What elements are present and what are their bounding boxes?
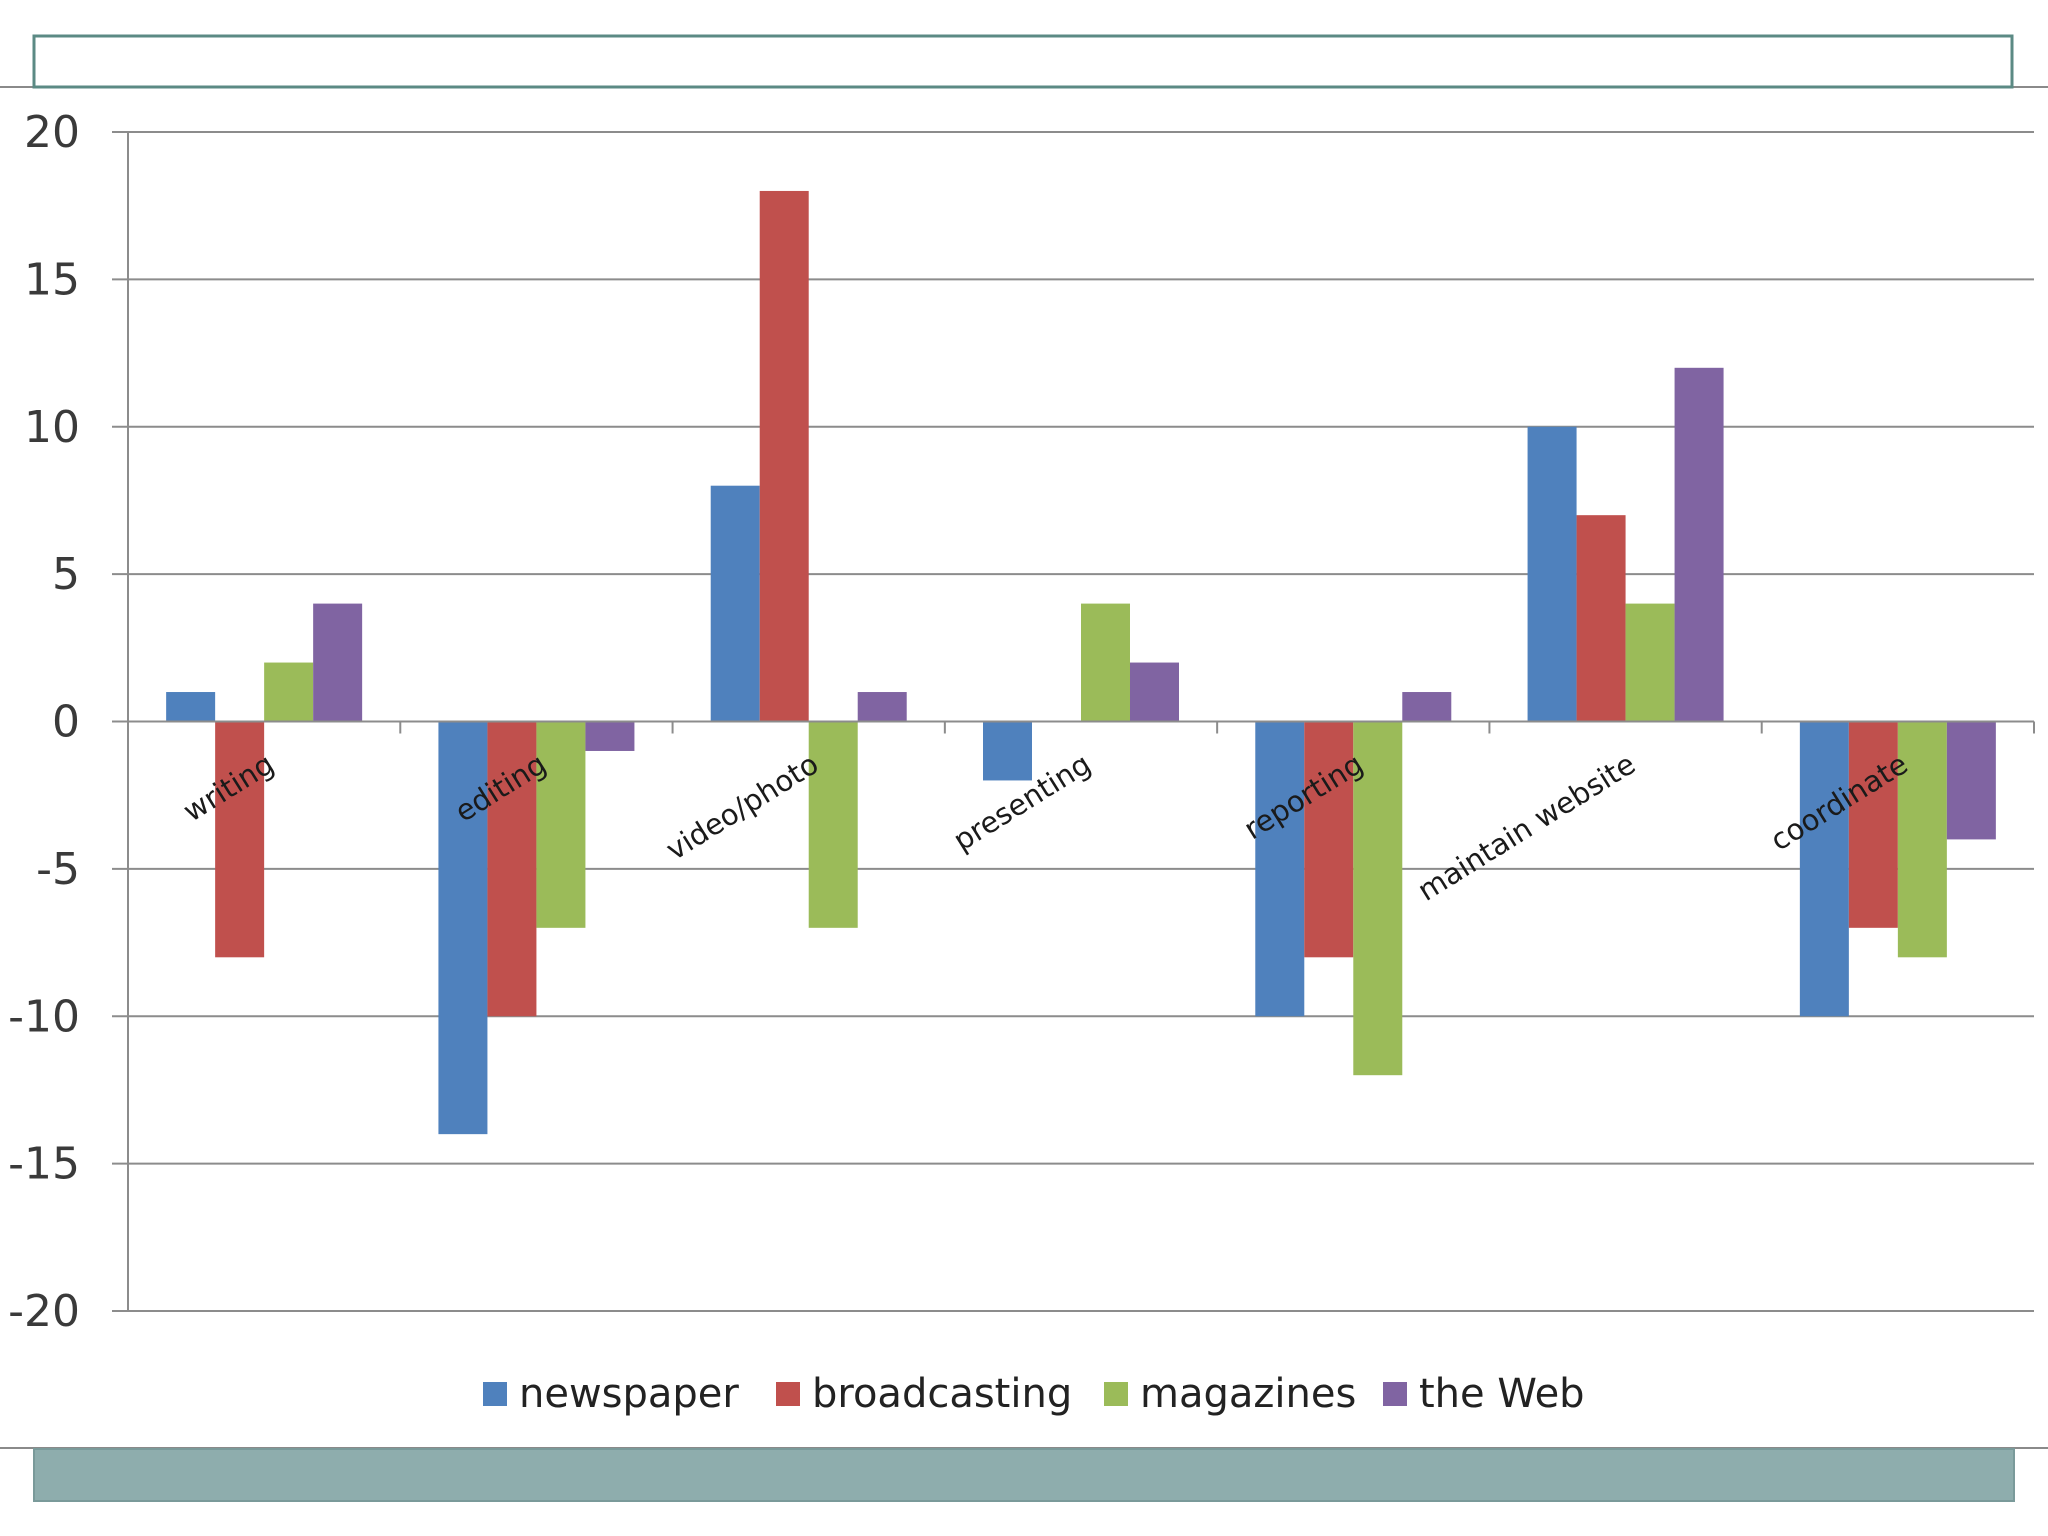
bar-broadcasting bbox=[1848, 721, 1898, 928]
bar-the-web bbox=[1946, 721, 1996, 840]
y-tick-label: -20 bbox=[8, 1286, 80, 1337]
bar-magazines bbox=[1081, 603, 1130, 722]
bar-newspaper bbox=[1255, 721, 1305, 1017]
category-label: video/photo bbox=[660, 747, 824, 867]
legend-swatch bbox=[1383, 1382, 1407, 1406]
bar-magazines bbox=[1353, 721, 1403, 1076]
category-label: maintain website bbox=[1412, 747, 1642, 908]
bar-magazines bbox=[1897, 721, 1947, 958]
y-tick-label: 10 bbox=[24, 402, 80, 453]
bar-newspaper bbox=[166, 692, 216, 722]
bar-magazines bbox=[808, 721, 858, 928]
legend-item: newspaper bbox=[483, 1371, 739, 1417]
bar-magazines bbox=[1625, 603, 1675, 722]
legend-swatch bbox=[1104, 1382, 1128, 1406]
y-tick-label: 15 bbox=[24, 254, 80, 305]
legend-item: magazines bbox=[1104, 1371, 1356, 1417]
bar-chart: 20 15 10 5 0 -5 -10 -15 -20 writing editing video/… bbox=[8, 107, 2035, 1417]
legend-label: the Web bbox=[1419, 1371, 1585, 1417]
bar-the-web bbox=[1130, 662, 1179, 722]
title-box bbox=[32, 34, 2014, 89]
y-tick-label: 0 bbox=[52, 697, 80, 748]
y-tick-label: -15 bbox=[8, 1139, 80, 1190]
bar-magazines bbox=[536, 721, 586, 928]
bars bbox=[166, 190, 1996, 1135]
legend-item: broadcasting bbox=[776, 1371, 1072, 1417]
axes bbox=[127, 132, 2035, 1311]
bar-newspaper bbox=[1799, 721, 1849, 1017]
bar-the-web bbox=[1402, 692, 1452, 722]
legend-label: newspaper bbox=[519, 1371, 739, 1417]
bar-broadcasting bbox=[1304, 721, 1354, 958]
bar-newspaper bbox=[983, 721, 1032, 781]
y-tick-label: -10 bbox=[8, 991, 80, 1042]
y-tick-label: -5 bbox=[36, 844, 80, 895]
bar-broadcasting bbox=[1576, 515, 1626, 722]
bar-newspaper bbox=[1527, 426, 1577, 722]
bar-broadcasting bbox=[487, 721, 537, 1017]
bar-the-web bbox=[1674, 367, 1724, 722]
y-axis-tick-labels: 20 15 10 5 0 -5 -10 -15 -20 bbox=[8, 107, 128, 1337]
y-tick-label: 20 bbox=[24, 107, 80, 158]
legend-swatch bbox=[776, 1382, 800, 1406]
bar-the-web bbox=[585, 721, 635, 751]
bar-broadcasting bbox=[759, 190, 809, 722]
bar-the-web bbox=[313, 603, 363, 722]
category-labels: writing editing video/photo presenting repor… bbox=[177, 747, 1913, 908]
legend: newspaper broadcasting magazines the Web bbox=[483, 1371, 1585, 1417]
legend-item: the Web bbox=[1383, 1371, 1585, 1417]
legend-label: magazines bbox=[1140, 1371, 1356, 1417]
y-tick-label: 5 bbox=[52, 549, 80, 600]
bar-newspaper bbox=[438, 721, 488, 1135]
bar-magazines bbox=[264, 662, 314, 722]
footer-bar bbox=[33, 1448, 2015, 1502]
legend-swatch bbox=[483, 1382, 507, 1406]
legend-label: broadcasting bbox=[812, 1371, 1072, 1417]
bar-the-web bbox=[857, 692, 907, 722]
bar-newspaper bbox=[710, 485, 760, 722]
bar-broadcasting bbox=[215, 721, 265, 958]
